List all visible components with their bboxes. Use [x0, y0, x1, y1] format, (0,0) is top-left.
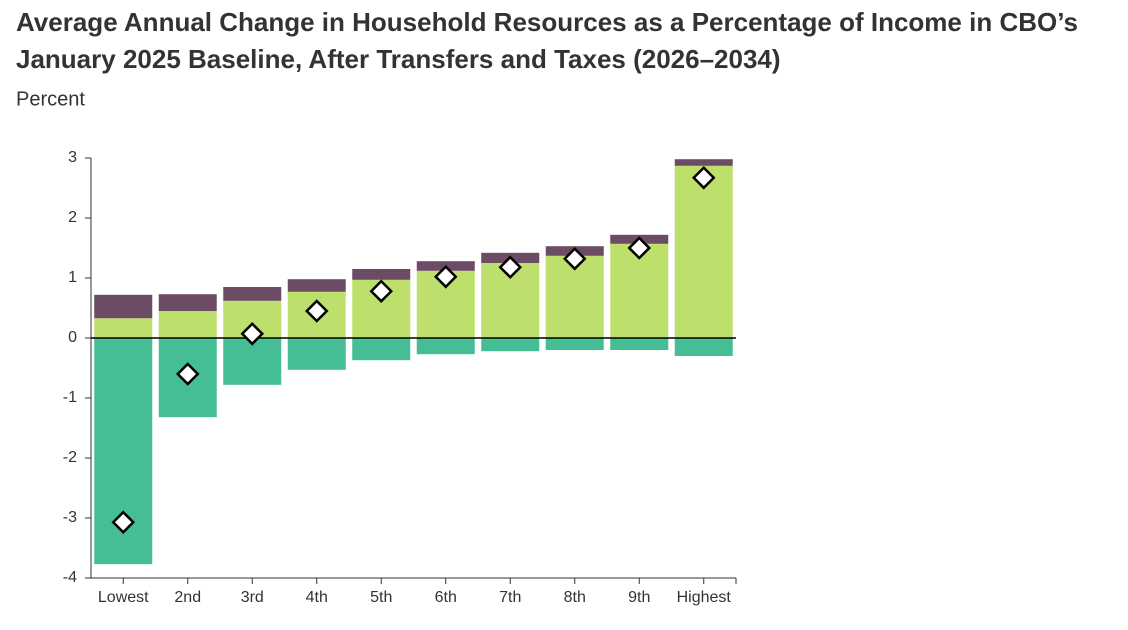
bar-segment	[94, 294, 153, 319]
x-tick-label: 6th	[435, 589, 457, 606]
x-tick-label: 2nd	[174, 589, 201, 606]
bar-segment	[481, 338, 540, 352]
bar-segment	[674, 165, 733, 338]
net-marker	[498, 255, 523, 279]
x-tick-label: 7th	[499, 589, 521, 606]
bar-segment	[94, 318, 153, 338]
net-marker	[627, 236, 652, 260]
net-marker	[304, 299, 329, 323]
net-marker	[111, 510, 136, 534]
x-tick-label: 5th	[370, 589, 392, 606]
y-tick-label: -1	[63, 389, 77, 406]
x-tick-label: Highest	[677, 589, 732, 606]
chart-title: January 2025 Baseline, After Transfers a…	[16, 44, 781, 74]
bar-segment	[674, 338, 733, 356]
y-tick-label: 0	[68, 329, 77, 346]
bar-segment	[416, 338, 475, 355]
bar-segment	[610, 338, 669, 350]
y-tick-label: -4	[63, 569, 77, 586]
y-tick-label: -2	[63, 449, 77, 466]
bar-segment	[223, 287, 282, 301]
bar-segment	[287, 279, 346, 292]
y-tick-label: 2	[68, 209, 77, 226]
bar-segment	[158, 294, 217, 311]
bar-segment	[674, 159, 733, 166]
bar-segment	[545, 338, 604, 350]
net-marker	[240, 322, 265, 346]
net-marker	[691, 166, 716, 190]
net-marker	[562, 247, 587, 271]
x-tick-label: 8th	[564, 589, 586, 606]
bar-segment	[352, 269, 411, 280]
net-marker	[433, 265, 458, 289]
bar-segment	[158, 311, 217, 338]
chart-title: Average Annual Change in Household Resou…	[16, 7, 1078, 37]
x-tick-label: 3rd	[241, 589, 264, 606]
net-marker	[369, 279, 394, 303]
x-tick-label: 9th	[628, 589, 650, 606]
x-tick-label: Lowest	[98, 589, 149, 606]
y-tick-label: 3	[68, 149, 77, 166]
y-tick-label: -3	[63, 509, 77, 526]
x-tick-label: 4th	[306, 589, 328, 606]
bar-segment	[352, 338, 411, 361]
y-tick-label: 1	[68, 269, 77, 286]
bar-segment	[223, 338, 282, 385]
bar-segment	[287, 338, 346, 370]
y-axis-label: Percent	[16, 88, 85, 110]
net-marker	[175, 362, 200, 386]
